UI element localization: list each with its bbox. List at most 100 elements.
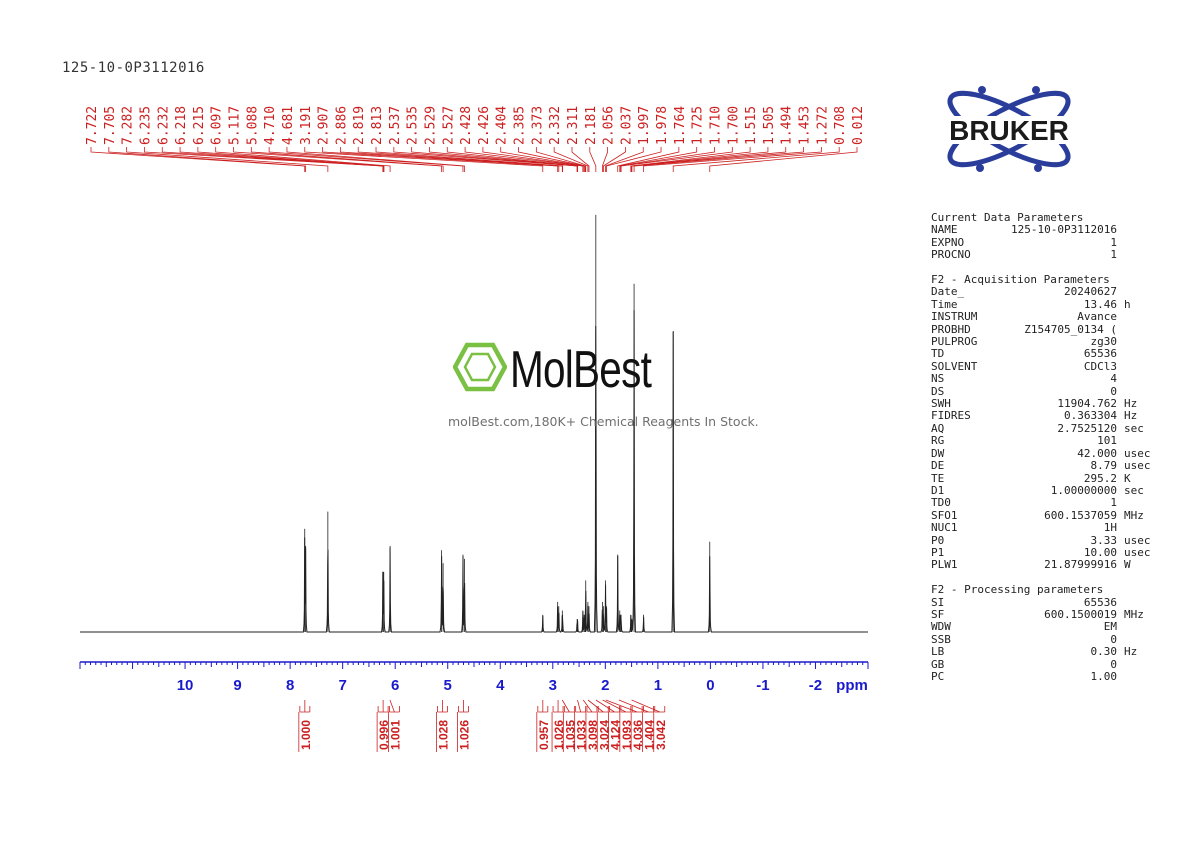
parameter-section-title: F2 - Acquisition Parameters — [931, 273, 1110, 287]
peak-label: 1.272 — [815, 106, 830, 145]
parameter-row: EXPNO 1 — [931, 236, 1151, 249]
parameter-row: FIDRES 0.363304 Hz — [931, 409, 1151, 423]
parameter-row: AQ 2.7525120 sec — [931, 421, 1151, 435]
peak-label-connector — [286, 147, 465, 172]
peak-label: 2.535 — [406, 106, 421, 145]
peak-label-connector — [617, 147, 680, 172]
parameter-value: 125-10-0P3112016 — [1011, 223, 1117, 237]
parameter-row: PC 1.00 — [931, 670, 1151, 683]
peak-label-connector — [108, 147, 307, 172]
parameter-unit: MHz — [1124, 607, 1144, 621]
parameter-row: SI 65536 — [931, 596, 1151, 609]
peak-label: 1.764 — [673, 106, 688, 145]
parameter-name: FIDRES — [931, 409, 971, 423]
parameter-row: LB 0.30 Hz — [931, 645, 1151, 658]
parameter-name: NS — [931, 372, 945, 386]
peak-label: 2.886 — [334, 106, 349, 145]
parameter-row: P1 10.00 usec — [931, 546, 1151, 559]
peak-label: 1.710 — [708, 106, 723, 145]
parameter-row: SOLVENT CDCl3 — [931, 359, 1151, 373]
peak-label: 4.710 — [263, 106, 278, 145]
peak-label: 2.037 — [619, 106, 634, 145]
x-tick-label: 9 — [233, 677, 241, 694]
peak-label: 2.404 — [495, 106, 510, 145]
peak-label: 1.515 — [744, 106, 759, 145]
parameter-name: Date_ — [931, 285, 965, 299]
parameter-name: SSB — [931, 632, 951, 646]
parameter-unit — [1117, 249, 1124, 261]
parameter-unit: Hz — [1124, 397, 1138, 411]
peak-label: 2.385 — [513, 106, 528, 145]
parameter-name: SWH — [931, 397, 951, 411]
parameter-name: TD0 — [931, 496, 951, 510]
parameter-row: PROBHD Z154705_0134 ( — [931, 322, 1151, 336]
parameter-value: zg30 — [1090, 335, 1118, 349]
peak-label-connector — [709, 147, 858, 172]
parameter-row: PLW1 21.87999916 W — [931, 558, 1151, 571]
peak-label: 2.426 — [477, 106, 492, 145]
bruker-atom-icon: BRUKER — [924, 86, 1094, 172]
molbest-hexagon-icon — [453, 342, 507, 392]
parameter-name: PROBHD — [931, 322, 971, 336]
parameter-row: DE 8.79 usec — [931, 459, 1151, 472]
integral-bracket — [537, 700, 549, 713]
parameter-unit: sec — [1124, 421, 1144, 435]
parameter-unit — [1117, 348, 1124, 360]
x-tick-label: 4 — [496, 677, 505, 694]
peak-label: 2.428 — [459, 106, 474, 145]
parameter-value: 0.363304 — [1064, 409, 1117, 423]
peak-label-connector — [589, 147, 597, 172]
peak-label-connector — [633, 147, 804, 172]
parameter-row: NUC1 1H — [931, 521, 1151, 535]
parameter-row: WDW EM — [931, 620, 1151, 634]
parameter-name: NUC1 — [931, 521, 958, 535]
parameter-value: 1 — [1110, 496, 1117, 510]
x-tick-label: 6 — [391, 677, 399, 694]
parameter-row: TD0 1 — [931, 496, 1151, 510]
parameter-section-title: F2 - Processing parameters — [931, 583, 1104, 597]
peak-label-connector — [630, 147, 751, 172]
parameter-unit: sec — [1124, 483, 1144, 497]
x-tick-label: 0 — [706, 677, 714, 694]
integral-value: 1.000 — [299, 720, 313, 750]
parameter-row: SF 600.1500019 MHz — [931, 607, 1151, 621]
parameter-name: RG — [931, 434, 945, 448]
parameter-unit — [1117, 386, 1124, 398]
peak-label-connector — [233, 147, 442, 172]
parameter-value: 1.00 — [1090, 670, 1118, 683]
parameter-name: WDW — [931, 620, 951, 634]
parameter-value: EM — [1103, 620, 1117, 634]
parameter-row: RG 101 — [931, 434, 1151, 448]
parameter-value: 42.000 — [1077, 446, 1117, 460]
parameter-value: 1 — [1110, 248, 1117, 262]
parameter-value: 1.00000000 — [1050, 483, 1117, 497]
peak-label-connector — [630, 147, 769, 172]
parameter-unit: usec — [1124, 533, 1151, 547]
parameter-value: Z154705_0134 ( — [1024, 322, 1117, 336]
peak-label: 2.056 — [602, 106, 617, 145]
parameter-value: 600.1537059 — [1044, 508, 1117, 522]
peak-label: 1.725 — [691, 106, 706, 145]
peak-label-connector — [620, 147, 733, 172]
x-tick-label: 8 — [286, 677, 294, 694]
peak-label: 1.978 — [655, 106, 670, 145]
peak-label-connector — [482, 147, 584, 172]
parameter-row: DW 42.000 usec — [931, 446, 1151, 460]
parameter-name: D1 — [931, 483, 945, 497]
x-tick-label: -2 — [809, 677, 822, 694]
spectrum-line — [80, 310, 868, 633]
parameter-unit — [1117, 597, 1124, 609]
parameter-unit — [1117, 237, 1124, 249]
parameter-value: 2.7525120 — [1057, 421, 1117, 435]
parameter-unit — [1117, 361, 1124, 373]
integral-value: 0.996 — [377, 720, 391, 750]
peak-label-connector — [322, 147, 559, 172]
integral-value: 1.001 — [388, 720, 402, 750]
sample-id: 125-10-0P3112016 — [62, 60, 205, 76]
parameter-name: Time — [931, 297, 958, 311]
peak-label-connector — [339, 147, 560, 172]
parameter-unit — [1117, 435, 1124, 447]
parameter-value: CDCl3 — [1083, 359, 1117, 373]
parameter-row: PROCNO 1 — [931, 248, 1151, 262]
parameter-row: PULPROG zg30 — [931, 335, 1151, 349]
